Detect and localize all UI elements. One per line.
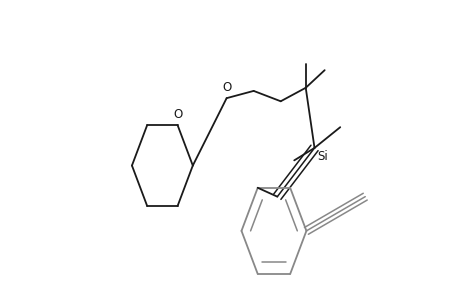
Text: O: O [222,81,231,94]
Text: O: O [173,108,182,122]
Text: Si: Si [317,150,328,164]
